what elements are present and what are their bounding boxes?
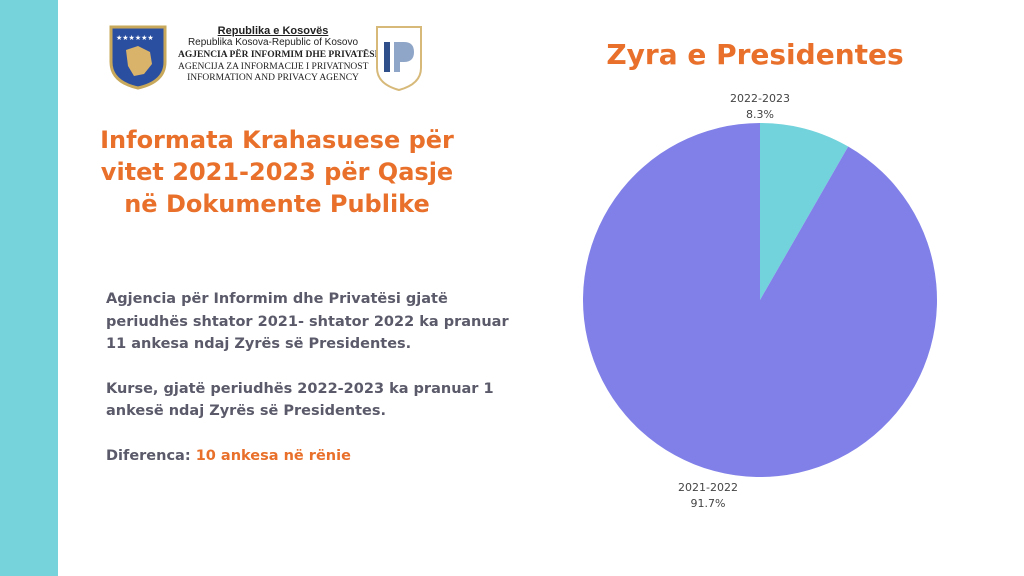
slide-title: Informata Krahasuese për vitet 2021-2023… xyxy=(100,126,454,218)
body-text: Agjencia për Informim dhe Privatësi gjat… xyxy=(106,288,526,489)
side-accent-bar xyxy=(0,0,58,576)
pie-slice-2021-2022 xyxy=(582,123,937,477)
header-line-2: Republika Kosova-Republic of Kosovo xyxy=(187,37,359,48)
percent-label: 91.7% xyxy=(690,497,726,510)
difference-value: 10 ankesa në rënie xyxy=(195,447,351,464)
paragraph-1: Agjencia për Informim dhe Privatësi gjat… xyxy=(106,291,509,352)
slice-label-2022-2023: 2022-2023 8.3% xyxy=(710,91,810,123)
header-line-1: Republika e Kosovës xyxy=(217,25,329,37)
difference-line: Diferenca: 10 ankesa në rënie xyxy=(106,445,526,468)
header-line-4: AGENCIJA ZA INFORMACIJE I PRIVATNOST xyxy=(178,62,369,72)
difference-label: Diferenca: xyxy=(106,447,191,464)
header-line-5: INFORMATION AND PRIVACY AGENCY xyxy=(187,73,359,83)
category-label: 2022-2023 xyxy=(730,92,790,105)
percent-label: 8.3% xyxy=(746,108,774,121)
chart-title: Zyra e Presidentes xyxy=(606,38,904,71)
ip-agency-logo-icon xyxy=(376,26,422,92)
paragraph-2: Kurse, gjatë periudhës 2022-2023 ka pran… xyxy=(106,380,494,420)
pie-slice-2022-2023 xyxy=(760,123,849,300)
header-logo: ★★★★★★ Republika e Kosovës Republika Kos… xyxy=(106,22,426,94)
header-line-3: AGJENCIA PËR INFORMIM DHE PRIVATËSI xyxy=(178,50,379,60)
slice-label-2021-2022: 2021-2022 91.7% xyxy=(658,480,758,512)
kosovo-coat-of-arms-icon: ★★★★★★ xyxy=(109,25,167,90)
svg-text:★★★★★★: ★★★★★★ xyxy=(116,34,154,42)
category-label: 2021-2022 xyxy=(678,481,738,494)
